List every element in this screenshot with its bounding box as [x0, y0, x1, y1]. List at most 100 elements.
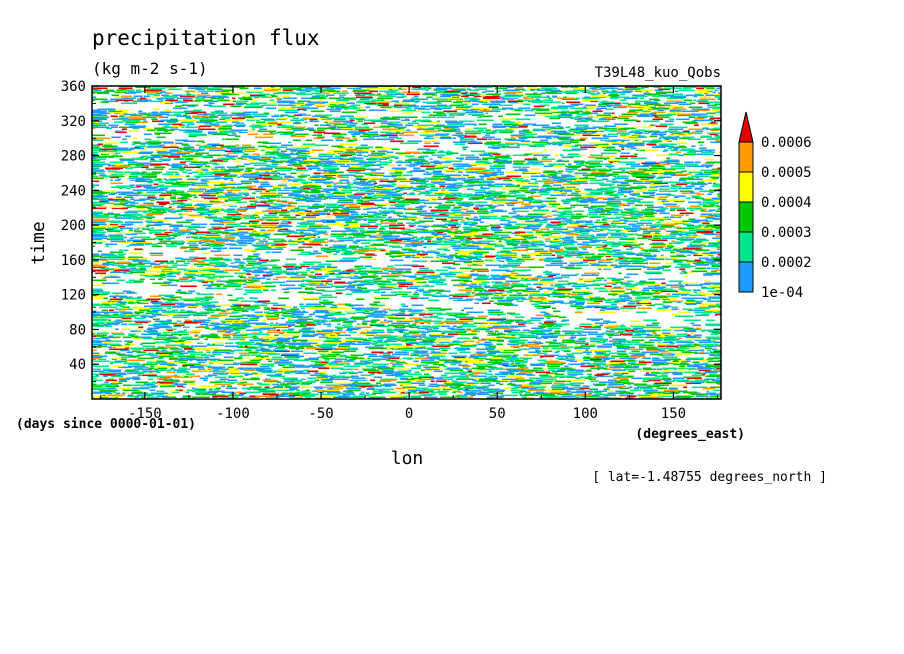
field-streak	[207, 230, 222, 233]
field-streak	[128, 229, 133, 232]
field-streak	[108, 319, 112, 322]
field-streak	[535, 314, 554, 317]
field-streak	[522, 320, 531, 323]
field-streak	[493, 285, 507, 288]
field-streak	[380, 335, 399, 338]
field-streak	[199, 377, 208, 380]
field-streak	[347, 327, 362, 330]
field-streak	[465, 374, 478, 377]
field-streak	[405, 337, 413, 340]
field-streak	[597, 368, 600, 371]
field-streak	[267, 318, 278, 321]
field-streak	[208, 236, 222, 239]
field-streak	[448, 267, 456, 270]
field-streak	[708, 340, 716, 343]
field-streak	[233, 309, 247, 312]
field-streak	[651, 322, 660, 325]
field-streak	[687, 349, 705, 352]
field-streak	[251, 271, 267, 274]
field-streak	[428, 342, 433, 345]
field-streak	[645, 299, 649, 302]
field-streak	[266, 374, 281, 377]
field-streak	[329, 210, 336, 213]
field-streak	[589, 239, 607, 242]
field-streak	[666, 293, 671, 296]
field-streak	[105, 325, 113, 328]
field-streak	[372, 366, 390, 369]
field-streak	[499, 383, 504, 386]
field-streak	[516, 342, 525, 345]
field-streak	[209, 328, 223, 331]
field-streak	[120, 356, 137, 359]
field-streak	[354, 326, 372, 329]
field-streak	[142, 374, 157, 377]
field-streak	[331, 361, 338, 364]
field-streak	[380, 384, 397, 387]
field-streak	[381, 343, 391, 346]
field-streak	[694, 379, 710, 382]
field-streak	[365, 315, 384, 318]
field-streak	[539, 252, 552, 255]
field-streak	[659, 287, 664, 290]
field-streak	[168, 353, 184, 356]
field-streak	[575, 297, 584, 300]
field-streak	[251, 277, 266, 280]
field-streak	[267, 378, 271, 381]
field-streak	[520, 279, 538, 282]
field-streak	[401, 391, 405, 394]
field-streak	[301, 344, 312, 347]
field-streak	[238, 264, 244, 267]
field-streak	[680, 239, 692, 242]
field-streak	[400, 392, 411, 395]
field-streak	[565, 219, 572, 222]
field-streak	[128, 258, 139, 261]
field-streak	[110, 361, 123, 364]
field-streak	[133, 280, 144, 283]
field-streak	[481, 338, 490, 341]
field-streak	[596, 375, 614, 378]
field-streak	[590, 235, 595, 238]
field-streak	[677, 311, 691, 314]
field-streak	[704, 280, 711, 283]
field-streak	[212, 275, 216, 278]
field-streak	[103, 341, 110, 344]
field-streak	[619, 387, 630, 390]
field-streak	[686, 303, 697, 306]
field-streak	[280, 369, 294, 372]
field-streak	[176, 268, 187, 271]
field-streak	[682, 308, 693, 311]
field-streak	[360, 288, 364, 291]
field-streak	[239, 236, 253, 239]
field-streak	[679, 251, 695, 254]
field-streak	[338, 345, 350, 348]
field-streak	[458, 250, 474, 253]
field-streak	[440, 246, 451, 249]
field-streak	[316, 330, 333, 333]
field-streak	[477, 299, 484, 302]
field-streak	[122, 306, 130, 309]
field-streak	[422, 388, 441, 391]
field-streak	[708, 242, 720, 245]
field-streak	[399, 377, 408, 380]
field-streak	[304, 233, 320, 236]
field-streak	[214, 323, 231, 326]
field-streak	[678, 337, 682, 340]
field-streak	[354, 271, 366, 274]
field-streak	[504, 330, 512, 333]
field-streak	[648, 238, 652, 241]
field-streak	[438, 364, 444, 367]
field-streak	[496, 259, 500, 262]
field-streak	[345, 337, 363, 340]
field-streak	[109, 372, 126, 375]
field-streak	[416, 277, 425, 280]
field-streak	[170, 331, 189, 334]
field-streak	[103, 297, 108, 300]
field-streak	[673, 248, 685, 251]
field-streak	[675, 222, 685, 225]
field-streak	[214, 240, 229, 243]
field-streak	[211, 314, 228, 317]
field-streak	[182, 364, 195, 367]
field-streak	[606, 258, 614, 261]
field-streak	[460, 212, 477, 215]
field-streak	[475, 387, 485, 390]
